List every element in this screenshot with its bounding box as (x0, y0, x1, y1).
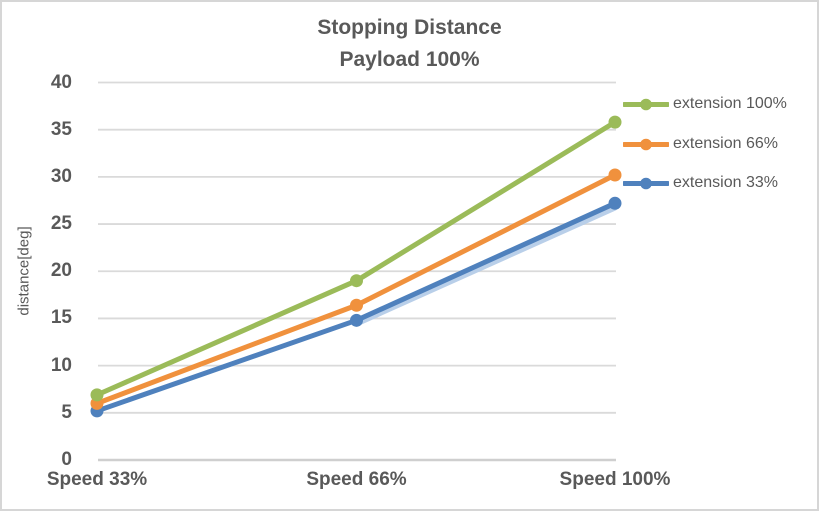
x-category-label: Speed 100% (559, 469, 671, 490)
series-shadow-extension-33- (354, 206, 618, 327)
x-category-label: Speed 66% (306, 469, 407, 490)
y-tick-label: 25 (50, 213, 72, 235)
chart-title-line2: Payload 100% (339, 48, 480, 71)
data-point-extension-33-Speed-100 (608, 196, 622, 210)
data-point-extension-66-Speed-100 (608, 168, 622, 182)
chart-title: Stopping Distance Payload 100% (2, 12, 817, 76)
y-tick-label: 15 (50, 307, 72, 329)
data-point-extension-100-Speed-33 (90, 388, 104, 402)
legend-marker-icon (623, 98, 669, 110)
legend-label: extension 100% (673, 95, 787, 112)
chart-title-line1: Stopping Distance (317, 16, 502, 39)
y-tick-label: 0 (61, 449, 72, 470)
data-point-extension-100-Speed-100 (608, 115, 622, 129)
y-tick-label: 10 (50, 354, 72, 376)
legend-label: extension 66% (673, 135, 778, 152)
series-line-extension-66 (94, 172, 618, 406)
legend-marker-icon (623, 138, 669, 150)
legend-item-extension-33[interactable]: extension 33% (623, 173, 778, 193)
y-tick-label: 35 (50, 118, 72, 140)
x-category-label: Speed 33% (46, 469, 148, 490)
data-point-extension-66-Speed-66 (350, 298, 363, 312)
legend-marker-icon (623, 177, 669, 189)
series-line-extension-100 (94, 119, 618, 398)
legend-item-extension-66[interactable]: extension 66% (623, 134, 778, 154)
y-tick-label: 30 (50, 165, 72, 187)
y-tick-label: 5 (61, 401, 72, 423)
data-point-extension-33-Speed-66 (350, 313, 363, 327)
y-tick-label: 20 (50, 260, 72, 282)
legend-item-extension-100[interactable]: extension 100% (623, 94, 787, 114)
data-point-extension-100-Speed-66 (350, 274, 363, 288)
legend-label: extension 33% (673, 174, 778, 191)
y-tick-label: 40 (50, 71, 72, 93)
